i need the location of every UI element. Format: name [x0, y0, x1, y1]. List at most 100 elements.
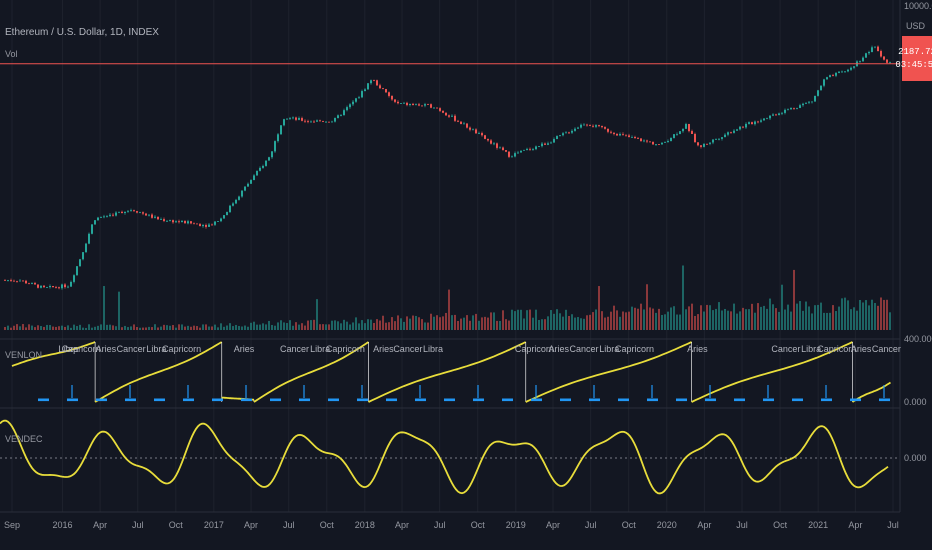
candle-body-244	[736, 129, 738, 131]
volume-bar-50	[154, 324, 156, 330]
symbol-title: Ethereum / U.S. Dollar, 1D, INDEX	[5, 27, 159, 38]
candle-body-16	[52, 285, 54, 288]
volume-bar-245	[739, 311, 741, 330]
candle-body-269	[811, 101, 813, 103]
price-scale: 10000.00 USD 400.000 0.000 0.000	[904, 1, 932, 463]
zodiac-label-16: Libra	[599, 344, 619, 354]
candle-body-227	[685, 123, 687, 129]
volume-bar-54	[166, 325, 168, 330]
candle-body-142	[430, 104, 432, 108]
volume-bar-196	[592, 312, 594, 330]
volume-bar-174	[526, 310, 528, 330]
candle-body-197	[595, 125, 597, 127]
volume-bar-232	[700, 305, 702, 330]
venlon-dash-marker-3	[125, 398, 136, 402]
volume-bar-59	[181, 324, 183, 330]
volume-bar-38	[118, 291, 120, 330]
candle-body-214	[646, 140, 648, 142]
candle-body-224	[676, 133, 678, 135]
candle-body-179	[541, 143, 543, 147]
volume-bar-73	[223, 326, 225, 330]
candle-body-140	[424, 104, 426, 106]
volume-bar-0	[4, 327, 6, 330]
price-tag-countdown: 03:45:53	[895, 59, 932, 70]
candle-body-257	[775, 114, 777, 116]
candle-body-157	[475, 129, 477, 134]
volume-bar-88	[268, 320, 270, 330]
candle-body-38	[118, 211, 120, 213]
candle-body-287	[865, 53, 867, 58]
volume-bar-101	[307, 320, 309, 330]
candle-body-24	[76, 266, 78, 276]
volume-bar-22	[70, 327, 72, 330]
candle-body-176	[532, 149, 534, 150]
volume-bar-182	[550, 310, 552, 330]
volume-bar-114	[346, 321, 348, 330]
volume-bar-281	[847, 300, 849, 330]
volume-bar-215	[649, 307, 651, 330]
candle-body-13	[43, 285, 45, 288]
candle-body-83	[253, 175, 255, 181]
time-axis-label-8: Oct	[320, 520, 335, 530]
venlon-dash-marker-18	[560, 398, 571, 402]
candle-body-252	[760, 120, 762, 122]
venlon-dash-marker-11	[357, 398, 368, 402]
volume-bar-84	[256, 324, 258, 330]
volume-bar-220	[664, 314, 666, 330]
volume-bar-275	[829, 312, 831, 330]
volume-bar-233	[703, 311, 705, 330]
volume-bar-109	[331, 320, 333, 330]
candle-body-188	[568, 132, 570, 134]
volume-bar-231	[697, 314, 699, 330]
volume-bar-80	[244, 325, 246, 330]
candle-body-61	[187, 221, 189, 224]
volume-bar-113	[343, 319, 345, 330]
volume-bar-195	[589, 314, 591, 330]
candle-body-35	[109, 214, 111, 216]
volume-bar-35	[109, 324, 111, 330]
volume-bar-42	[130, 326, 132, 330]
candle-body-201	[607, 128, 609, 132]
candle-body-202	[610, 131, 612, 133]
volume-bar-201	[607, 316, 609, 330]
volume-bar-75	[229, 323, 231, 330]
volume-bar-243	[733, 303, 735, 330]
volume-bar-99	[301, 323, 303, 330]
volume-bar-194	[586, 315, 588, 330]
volume-bar-64	[196, 326, 198, 330]
volume-bar-69	[211, 326, 213, 330]
candle-body-161	[487, 138, 489, 141]
zodiac-label-19: Cancer	[771, 344, 800, 354]
zodiac-label-0: Libra	[58, 344, 78, 354]
volume-bar-144	[436, 315, 438, 330]
volume-bar-61	[187, 325, 189, 330]
candle-body-131	[397, 101, 399, 104]
candle-body-46	[142, 212, 144, 214]
venlon-dash-marker-22	[676, 398, 687, 402]
candle-body-89	[271, 151, 273, 158]
volume-bar-128	[388, 322, 390, 330]
candle-body-200	[604, 127, 606, 129]
candle-body-117	[355, 98, 357, 102]
volume-bar-158	[478, 320, 480, 330]
candle-body-194	[586, 124, 588, 126]
candle-body-237	[715, 138, 717, 140]
candle-body-249	[751, 122, 753, 125]
volume-bar-121	[367, 319, 369, 330]
venlon-segment-5	[525, 341, 692, 403]
candle-body-2	[10, 280, 12, 281]
candle-body-219	[661, 142, 663, 145]
candle-body-44	[136, 211, 138, 213]
volume-bar-5	[19, 326, 21, 330]
candle-body-279	[841, 71, 843, 73]
volume-bar-263	[793, 269, 795, 330]
candle-body-153	[463, 123, 465, 125]
volume-bar-8	[28, 324, 30, 330]
volume-bar-179	[541, 319, 543, 330]
candle-body-295	[889, 62, 891, 64]
volume-bar-197	[595, 309, 597, 330]
grid	[11, 0, 894, 512]
candle-body-271	[817, 90, 819, 96]
candle-body-26	[82, 252, 84, 260]
